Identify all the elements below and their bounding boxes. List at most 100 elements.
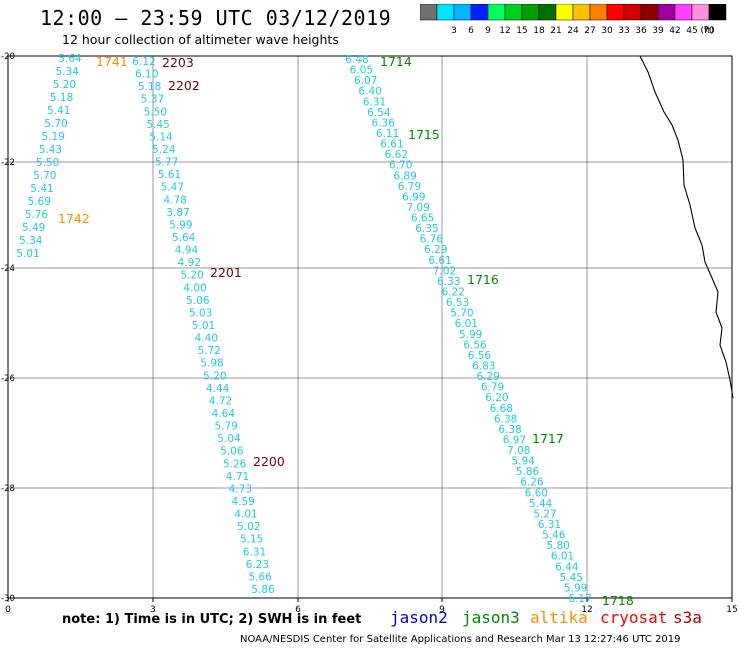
swh-value-label: 5.70 bbox=[450, 308, 473, 320]
swh-value-label: 5.34 bbox=[19, 235, 43, 247]
swh-value-label: 5.06 bbox=[186, 295, 210, 307]
scale-tick-label: 33 bbox=[618, 26, 629, 36]
swh-value-label: 6.31 bbox=[538, 519, 561, 531]
swh-value-label: 5.44 bbox=[529, 498, 553, 510]
swh-value-label: 5.37 bbox=[141, 94, 164, 106]
scale-tick-label: 45 bbox=[686, 26, 697, 36]
swh-value-label: 5.50 bbox=[36, 157, 59, 169]
swh-value-label: 5.34 bbox=[56, 66, 80, 78]
swh-value-label: 6.68 bbox=[490, 403, 513, 415]
scale-tick-label: 24 bbox=[567, 26, 579, 36]
pass-time-label: 2200 bbox=[253, 454, 285, 469]
swh-value-label: 6.31 bbox=[243, 546, 266, 558]
pass-time-label: 2202 bbox=[168, 78, 200, 93]
swh-value-label: 5.24 bbox=[152, 144, 176, 156]
pass-time-label: 1717 bbox=[532, 431, 564, 446]
pass-time-label: 1715 bbox=[408, 127, 440, 142]
scale-tick-label: 3 bbox=[451, 26, 457, 36]
scale-tick-label: 70 bbox=[703, 26, 715, 36]
swh-value-label: 6.33 bbox=[437, 276, 460, 288]
swh-value-label: 5.94 bbox=[511, 456, 535, 468]
swh-value-label: 5.01 bbox=[16, 248, 39, 260]
swh-value-label: 6.17 bbox=[568, 593, 591, 605]
swh-value-label: 5.64 bbox=[58, 53, 82, 65]
swh-value-label: 6.26 bbox=[520, 477, 544, 489]
swh-value-label: 5.27 bbox=[533, 508, 556, 520]
map-title: 12:00 – 23:59 UTC 03/12/2019 bbox=[40, 6, 392, 30]
swh-value-label: 5.18 bbox=[138, 81, 161, 93]
swh-value-label: 6.38 bbox=[494, 413, 517, 425]
scale-tick-label: 15 bbox=[516, 26, 527, 36]
x-tick-label: 9 bbox=[439, 605, 445, 612]
swh-value-label: 5.02 bbox=[237, 521, 260, 533]
swh-value-label: 6.61 bbox=[380, 139, 403, 151]
footer-note: note: 1) Time is in UTC; 2) SWH is in fe… bbox=[62, 612, 362, 627]
swh-value-label: 5.15 bbox=[240, 534, 263, 546]
swh-value-label: 5.99 bbox=[459, 329, 482, 341]
legend-jason2: jason2 bbox=[390, 608, 448, 627]
swh-value-label: 6.10 bbox=[135, 69, 158, 81]
credit-line: NOAA/NESDIS Center for Satellite Applica… bbox=[240, 634, 681, 645]
scale-tick-label: 42 bbox=[669, 26, 680, 36]
y-tick-label: -26 bbox=[1, 374, 15, 384]
x-tick-label: 12 bbox=[581, 605, 592, 612]
swh-value-label: 6.38 bbox=[498, 424, 521, 436]
swh-value-label: 5.72 bbox=[197, 345, 220, 357]
scale-unit: (ft) bbox=[700, 26, 714, 36]
swh-value-label: 6.20 bbox=[485, 392, 508, 404]
swh-value-label: 6.29 bbox=[424, 244, 447, 256]
legend-jason3: jason3 bbox=[462, 608, 520, 627]
swh-value-label: 4.94 bbox=[175, 245, 199, 257]
swh-value-label: 6.35 bbox=[415, 223, 438, 235]
swh-value-label: 5.20 bbox=[203, 370, 226, 382]
swh-value-label: 3.87 bbox=[166, 207, 189, 219]
pass-time-label: 1716 bbox=[467, 272, 499, 287]
swh-value-label: 6.56 bbox=[463, 339, 487, 351]
swh-value-label: 5.26 bbox=[223, 458, 247, 470]
pass-time-label: 1742 bbox=[58, 211, 90, 226]
swh-value-label: 6.65 bbox=[411, 213, 434, 225]
swh-value-label: 6.12 bbox=[132, 56, 155, 68]
y-tick-label: -24 bbox=[1, 264, 15, 274]
swh-value-label: 6.99 bbox=[402, 191, 425, 203]
swh-value-label: 5.06 bbox=[220, 446, 244, 458]
altimeter-map: 0 3 6 9 12 15-20-22-24-26-28-305.645.345.205.… bbox=[1, 52, 738, 612]
y-tick-label: -22 bbox=[1, 158, 15, 168]
legend-s3a: s3a bbox=[673, 608, 702, 627]
swh-value-label: 6.60 bbox=[525, 487, 548, 499]
pass-time-label: 2203 bbox=[162, 55, 194, 70]
y-tick-label: -30 bbox=[1, 594, 15, 604]
swh-value-label: 7.02 bbox=[433, 265, 456, 277]
swh-value-label: 5.69 bbox=[28, 196, 51, 208]
coastline bbox=[639, 55, 734, 399]
swh-value-label: 5.70 bbox=[44, 118, 67, 130]
swh-value-label: 6.83 bbox=[472, 360, 495, 372]
swh-value-label: 5.70 bbox=[33, 170, 56, 182]
swh-value-label: 6.97 bbox=[503, 434, 526, 446]
swh-value-label: 6.61 bbox=[428, 255, 451, 267]
swh-value-label: 4.59 bbox=[231, 496, 254, 508]
pass-time-label: 1741 bbox=[96, 54, 128, 69]
swh-value-label: 6.29 bbox=[476, 371, 499, 383]
scale-tick-label: 6 bbox=[468, 26, 474, 36]
swh-value-label: 4.44 bbox=[206, 383, 230, 395]
swh-value-label: 6.01 bbox=[455, 318, 478, 330]
swh-value-label: 6.22 bbox=[442, 287, 465, 299]
swh-value-label: 5.66 bbox=[248, 571, 272, 583]
map-frame bbox=[7, 55, 733, 599]
swh-value-label: 5.46 bbox=[542, 530, 566, 542]
scale-tick-label: 12 bbox=[499, 26, 510, 36]
swh-value-label: 4.71 bbox=[226, 471, 249, 483]
swh-value-label: 6.36 bbox=[372, 117, 396, 129]
swh-value-label: 5.45 bbox=[146, 119, 169, 131]
swh-value-label: 5.20 bbox=[180, 270, 203, 282]
swh-value-label: 6.01 bbox=[551, 551, 574, 563]
swh-value-label: 5.99 bbox=[169, 219, 192, 231]
swh-value-label: 6.07 bbox=[354, 75, 377, 87]
scale-tick-label: 39 bbox=[652, 26, 664, 36]
swh-value-label: 6.89 bbox=[393, 170, 416, 182]
legend-cryosat: cryosat bbox=[600, 608, 668, 627]
swh-value-label: 4.00 bbox=[183, 282, 206, 294]
swh-value-label: 6.70 bbox=[389, 160, 412, 172]
swh-value-label: 6.53 bbox=[446, 297, 469, 309]
